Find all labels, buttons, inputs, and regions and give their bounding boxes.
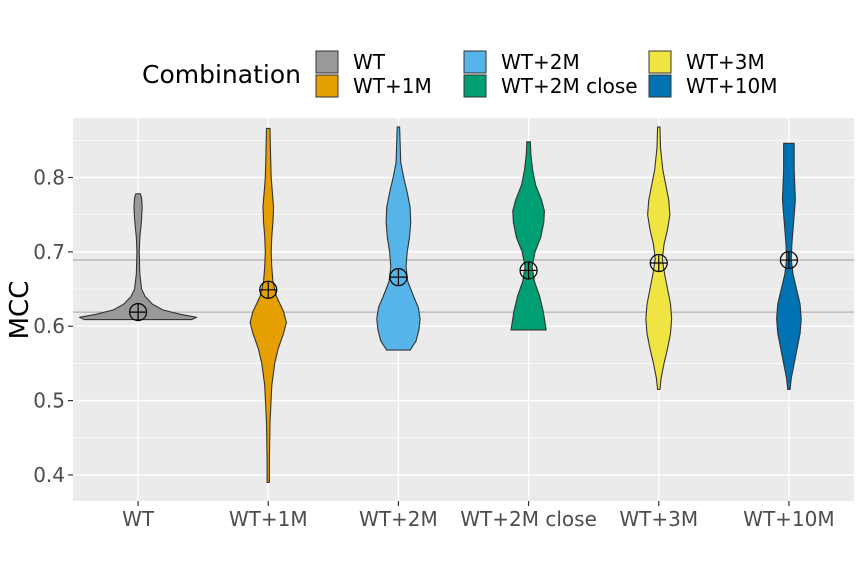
violin-wt: [78, 193, 198, 321]
mean-marker: [259, 280, 278, 299]
mean-marker: [649, 253, 668, 273]
x-axis: WT WT+1M WT+2M WT+2M close WT+3M WT+10M: [122, 501, 835, 531]
reference-lines: [73, 259, 854, 313]
legend-label: WT+2M: [501, 50, 580, 74]
mean-marker: [389, 268, 408, 287]
y-axis: 0.4 0.5 0.6 0.7 0.8: [33, 165, 73, 487]
legend-key: [315, 50, 339, 74]
legend-label: WT+10M: [686, 74, 777, 98]
mean-marker: [519, 261, 538, 280]
y-tick-label: 0.8: [33, 165, 65, 189]
legend-key: [463, 74, 487, 98]
mean-markers: [128, 250, 799, 322]
mean-marker: [779, 250, 799, 270]
legend-key: [315, 74, 339, 98]
legend-key: [648, 50, 672, 74]
violin-wt-2m-close: [510, 141, 547, 331]
y-axis-title: MCC: [5, 281, 35, 340]
legend-key: [463, 50, 487, 74]
legend-label: WT+3M: [686, 50, 765, 74]
legend-label: WT+2M close: [501, 74, 638, 98]
x-tick-label: WT+3M: [619, 507, 698, 531]
legend-title: Combination: [142, 60, 301, 89]
x-tick-label: WT+1M: [229, 507, 308, 531]
legend-label: WT+1M: [353, 74, 432, 98]
y-tick-label: 0.4: [33, 463, 65, 487]
mean-marker: [128, 303, 148, 322]
legend-label: WT: [353, 50, 386, 74]
y-tick-label: 0.6: [33, 314, 65, 338]
x-tick-label: WT+2M close: [460, 507, 597, 531]
x-tick-label: WT: [122, 507, 155, 531]
violin-wt-2m: [376, 126, 421, 351]
x-tick-label: WT+2M: [359, 507, 438, 531]
legend-key: [648, 74, 672, 98]
violin-wt-1m: [249, 127, 287, 483]
plot-panel: [73, 118, 854, 501]
y-tick-label: 0.7: [33, 240, 65, 264]
x-tick-label: WT+10M: [743, 507, 834, 531]
y-tick-label: 0.5: [33, 389, 65, 413]
